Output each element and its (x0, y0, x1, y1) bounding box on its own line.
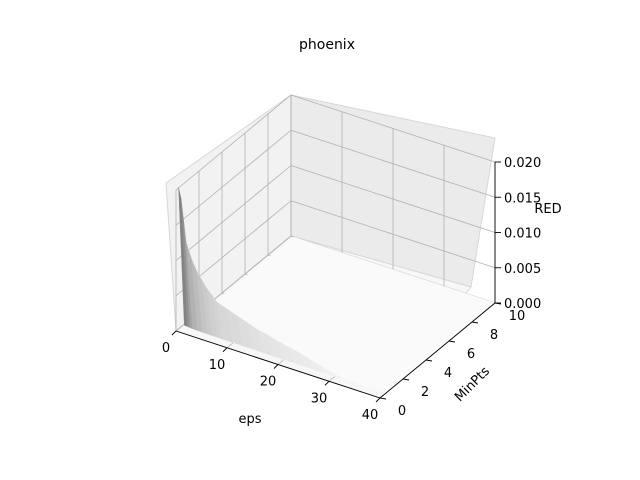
eps-tick-label-3: 30 (311, 391, 328, 406)
minpts-tick-mark-0 (379, 397, 387, 400)
red-tick-label-4: 0.020 (504, 156, 541, 171)
minpts-tick-label-1: 2 (421, 385, 429, 400)
minpts-axis-line (379, 302, 496, 399)
eps-tick-mark-2 (273, 364, 279, 369)
x-axis-label: eps (238, 412, 261, 427)
surface-patch-0-0 (178, 187, 188, 327)
chart-title: phoenix (299, 37, 355, 53)
minpts-tick-mark-4 (471, 321, 479, 324)
surface-mesh (178, 187, 496, 397)
red-tick-label-1: 0.005 (504, 262, 541, 277)
minpts-tick-label-5: 10 (509, 309, 526, 324)
grid-line-back-z-3 (290, 129, 496, 198)
minpts-tick-mark-2 (425, 359, 433, 362)
red-tick-label-3: 0.015 (504, 191, 541, 206)
eps-tick-mark-0 (171, 330, 177, 336)
z-axis-label: RED (534, 202, 561, 217)
minpts-tick-label-3: 6 (467, 347, 475, 362)
minpts-tick-label-4: 8 (490, 328, 498, 343)
red-tick-label-2: 0.010 (504, 227, 541, 242)
grid-line-left-z-4 (175, 94, 292, 191)
eps-tick-mark-4 (375, 397, 381, 403)
minpts-tick-mark-1 (402, 378, 410, 381)
grid-line-left-z-2 (175, 165, 292, 261)
grid-line-back-z-2 (290, 165, 496, 233)
minpts-tick-mark-3 (448, 340, 456, 343)
eps-tick-label-4: 40 (362, 408, 379, 423)
minpts-tick-label-2: 4 (444, 366, 452, 381)
chart-title-group: phoenix (299, 37, 355, 53)
eps-tick-mark-1 (222, 347, 228, 353)
grid-line-back-z-4 (290, 94, 496, 163)
red-tick-label-0: 0.000 (504, 297, 541, 312)
minpts-tick-label-0: 0 (398, 404, 406, 419)
eps-tick-label-0: 0 (162, 341, 170, 356)
y-axis-label: MinPts (452, 364, 493, 405)
eps-tick-mark-3 (324, 380, 330, 386)
grid-line-left-z-3 (175, 129, 292, 226)
eps-tick-label-2: 20 (260, 375, 277, 390)
grid-line-back-z-1 (290, 200, 496, 269)
eps-tick-label-1: 10 (209, 358, 226, 373)
